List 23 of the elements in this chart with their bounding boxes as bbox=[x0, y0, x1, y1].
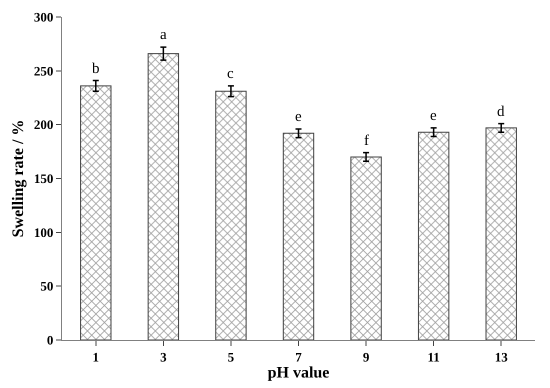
annotation: a bbox=[160, 27, 167, 43]
annotation: c bbox=[227, 66, 234, 82]
x-tick-label: 11 bbox=[427, 350, 440, 365]
y-axis-title: Swelling rate / % bbox=[10, 120, 27, 238]
x-tick-label: 7 bbox=[295, 350, 302, 365]
annotation: d bbox=[497, 104, 505, 120]
x-tick-label: 1 bbox=[92, 350, 100, 365]
y-tick-label: 100 bbox=[34, 224, 54, 240]
y-tick-label: 200 bbox=[34, 117, 54, 132]
annotation: f bbox=[364, 133, 369, 149]
x-tick-label: 9 bbox=[362, 350, 370, 365]
y-tick-label: 50 bbox=[40, 278, 54, 294]
y-tick-label: 250 bbox=[34, 63, 54, 78]
y-tick-label: 300 bbox=[34, 10, 54, 25]
y-tick-label: 0 bbox=[46, 332, 54, 348]
x-tick-label: 13 bbox=[494, 350, 508, 365]
annotation: e bbox=[430, 108, 437, 124]
x-tick-label: 3 bbox=[160, 350, 168, 365]
x-tick-label: 5 bbox=[228, 350, 235, 365]
x-axis-title: pH value bbox=[268, 364, 330, 382]
y-tick-label: 150 bbox=[34, 171, 54, 186]
annotation: b bbox=[92, 61, 100, 77]
annotation: e bbox=[295, 109, 302, 125]
